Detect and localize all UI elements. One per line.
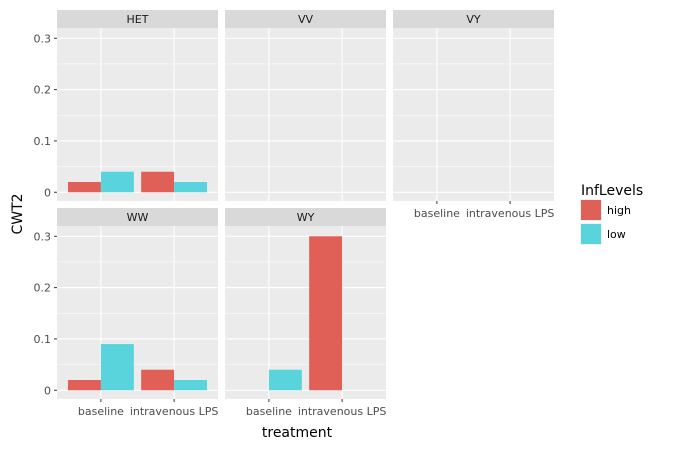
- y-tick-label: 0: [44, 186, 51, 199]
- facet-strip: [57, 10, 218, 28]
- facet-panels: HET VV VY WW WY: [57, 10, 554, 399]
- bar-wy-high-2: [309, 236, 343, 391]
- facet-strip-label: VY: [466, 13, 481, 26]
- facet-strip: [225, 10, 386, 28]
- x-tick-label: baseline: [78, 405, 124, 418]
- y-tick-label: 0.3: [34, 32, 52, 45]
- facet-strip-label: VV: [298, 13, 314, 26]
- legend-key-low: [581, 224, 601, 244]
- bar-het-low-1: [100, 171, 134, 193]
- facet-strip: [225, 208, 386, 226]
- legend-label-high: high: [607, 204, 631, 217]
- bar-ww-low-2: [174, 380, 208, 391]
- legend-title: InfLevels: [581, 183, 643, 199]
- x-tick-label: baseline: [246, 405, 292, 418]
- x-axis-title: treatment: [262, 425, 333, 441]
- facet-panel-wy: WY: [225, 208, 386, 399]
- bar-het-high-1: [67, 182, 101, 193]
- facet-strip: [393, 10, 554, 28]
- facet-panel-vv: VV: [225, 10, 386, 201]
- y-tick-label: 0.2: [34, 282, 52, 295]
- x-tick-label: intravenous LPS: [130, 405, 219, 418]
- panel-background: [57, 226, 218, 399]
- x-tick-label: intravenous LPS: [466, 207, 555, 220]
- y-tick-label: 0: [44, 384, 51, 397]
- bar-ww-low-1: [100, 344, 134, 391]
- facet-panel-het: HET: [57, 10, 218, 201]
- bar-wy-low-1: [268, 369, 302, 391]
- facet-strip-label: HET: [127, 13, 149, 26]
- facet-strip-label: WY: [297, 211, 315, 224]
- y-tick-label: 0.1: [34, 135, 52, 148]
- y-tick-label: 0.1: [34, 333, 52, 346]
- panel-background: [57, 28, 218, 201]
- y-tick-label: 0.2: [34, 84, 52, 97]
- y-tick-label: 0.3: [34, 230, 52, 243]
- bar-het-low-2: [174, 182, 208, 193]
- axes: 0 0.1 0.2 0.3 baseline intravenous LPS 0 0.1 0.2…: [34, 32, 555, 418]
- legend-label-low: low: [607, 228, 626, 241]
- legend-key-high: [581, 200, 601, 220]
- facet-panel-ww: WW: [57, 208, 218, 399]
- bar-het-high-2: [141, 171, 175, 193]
- panel-background: [393, 28, 554, 201]
- y-axis-title: CWT2: [10, 193, 26, 234]
- bar-ww-high-1: [67, 380, 101, 391]
- facet-strip-label: WW: [127, 211, 149, 224]
- panel-background: [225, 28, 386, 201]
- facet-strip: [57, 208, 218, 226]
- legend: InfLevels high low: [580, 183, 643, 245]
- x-tick-label: intravenous LPS: [298, 405, 387, 418]
- bar-ww-high-2: [141, 369, 175, 391]
- x-tick-label: baseline: [414, 207, 460, 220]
- facet-panel-vy: VY: [393, 10, 554, 201]
- panel-background: [225, 226, 386, 399]
